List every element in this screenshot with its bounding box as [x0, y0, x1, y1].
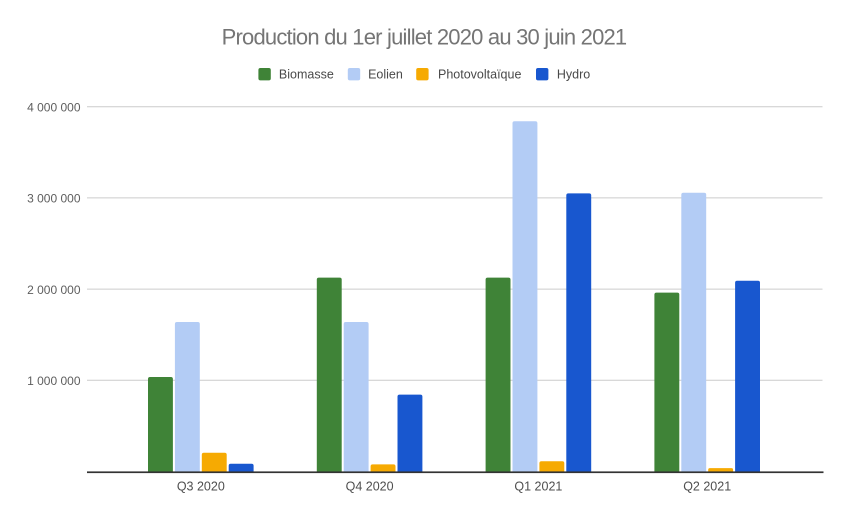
svg-text:Q4 2020: Q4 2020: [346, 479, 394, 493]
svg-text:2 000 000: 2 000 000: [27, 283, 81, 297]
svg-text:4 000 000: 4 000 000: [27, 101, 81, 115]
svg-text:Eolien: Eolien: [368, 68, 403, 82]
svg-text:Photovoltaïque: Photovoltaïque: [438, 68, 521, 82]
svg-text:Hydro: Hydro: [557, 68, 590, 82]
svg-text:Q2 2021: Q2 2021: [683, 479, 731, 493]
svg-text:Production du 1er juillet 2020: Production du 1er juillet 2020 au 30 jui…: [222, 25, 627, 50]
svg-text:3 000 000: 3 000 000: [27, 192, 81, 206]
svg-text:1 000 000: 1 000 000: [27, 374, 81, 388]
svg-text:Biomasse: Biomasse: [279, 68, 334, 82]
svg-text:Q1 2021: Q1 2021: [514, 479, 562, 493]
svg-text:Q3 2020: Q3 2020: [177, 479, 225, 493]
